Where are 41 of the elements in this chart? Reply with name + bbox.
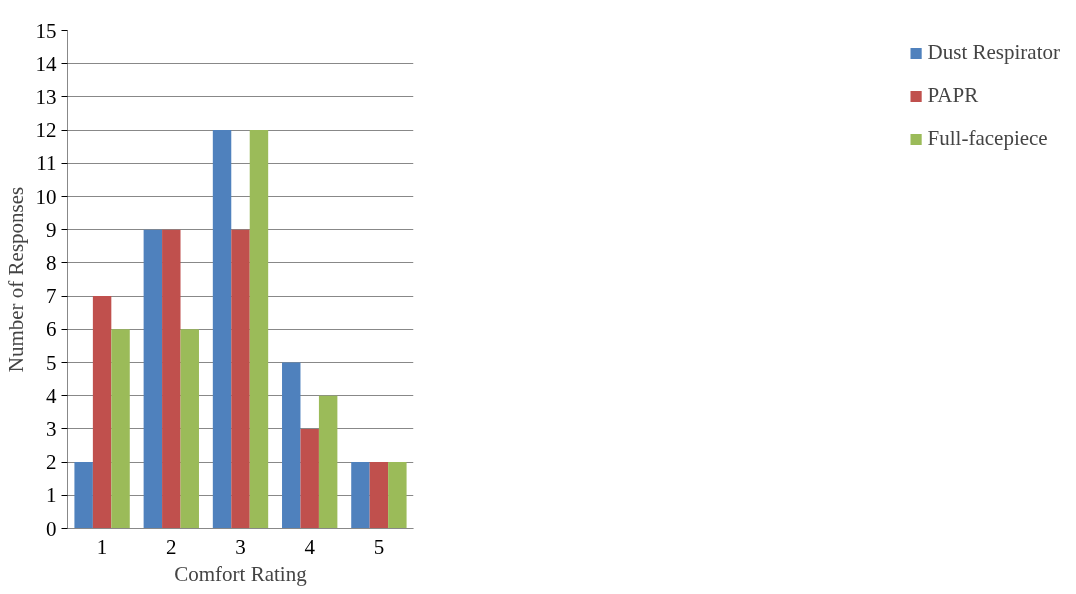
y-tick-label: 3: [46, 416, 57, 441]
y-tick-label: 1: [46, 483, 57, 508]
bar: [231, 229, 250, 529]
x-tick-label: 4: [304, 534, 316, 559]
y-tick-label: 10: [35, 184, 57, 209]
bar: [74, 462, 93, 529]
bar: [212, 130, 232, 529]
y-tick-label: 0: [46, 516, 57, 541]
y-tick-label: 8: [46, 250, 57, 275]
bar: [351, 462, 370, 529]
bar: [162, 229, 181, 529]
y-tick-label: 6: [46, 317, 57, 342]
y-tick-label: 7: [46, 284, 57, 309]
bar: [318, 395, 338, 529]
bar: [388, 462, 407, 529]
y-tick-label: 4: [46, 383, 57, 408]
y-axis-title: Number of Responses: [3, 186, 28, 373]
y-tick-label: 15: [35, 18, 57, 43]
bar: [111, 329, 130, 529]
legend-label: Dust Respirator: [927, 40, 1060, 65]
x-axis-title: Comfort Rating: [174, 561, 308, 586]
y-tick-label: 9: [46, 217, 57, 242]
bar: [180, 329, 199, 529]
legend-label: Full-facepiece: [927, 126, 1048, 151]
legend-label: PAPR: [927, 83, 979, 108]
x-tick-label: 3: [235, 534, 246, 559]
bar: [92, 296, 112, 529]
y-tick-label: 13: [35, 84, 57, 109]
y-tick-label: 2: [46, 450, 57, 475]
y-tick-label: 14: [35, 51, 57, 76]
bar: [300, 428, 319, 529]
bar: [369, 462, 389, 529]
bar: [143, 229, 163, 529]
x-tick-label: 2: [166, 534, 177, 559]
y-tick-label: 12: [35, 118, 57, 143]
y-tick-label: 11: [36, 151, 57, 176]
bar: [282, 362, 301, 529]
x-tick-label: 5: [373, 534, 385, 559]
y-tick-label: 5: [46, 350, 57, 375]
x-tick-label: 1: [96, 534, 108, 559]
bar: [249, 130, 269, 529]
